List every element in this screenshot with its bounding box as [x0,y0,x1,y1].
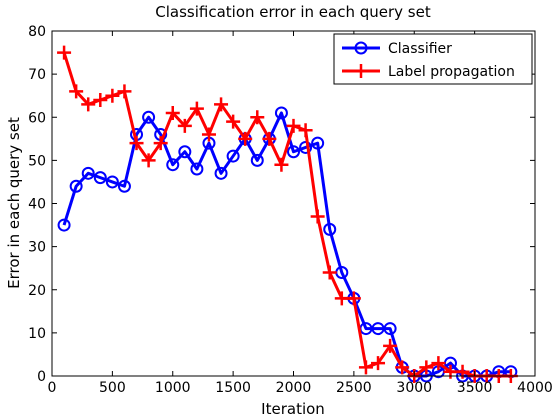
data-point-label-propagation [117,84,132,99]
legend-marker-label-propagation [354,64,368,78]
x-tick-label: 3000 [396,380,432,396]
data-point-label-propagation [214,97,229,112]
data-point-label-propagation [93,93,108,107]
data-point-label-propagation [310,209,325,224]
legend-marker-classifier [354,41,368,55]
y-tick-label: 80 [28,24,46,40]
legend-label-label-propagation: Label propagation [388,64,515,80]
data-point-label-propagation [189,101,204,116]
y-tick-label: 60 [28,110,46,126]
data-point-label-propagation [129,136,144,151]
x-tick-label: 0 [48,380,57,396]
data-point-label-propagation [177,118,192,133]
data-point-classifier [274,106,288,120]
chart-title: Classification error in each query set [155,3,431,21]
data-point-classifier [142,110,156,124]
data-point-label-propagation [419,360,434,375]
data-point-label-propagation [383,338,398,353]
data-point-label-propagation [334,291,349,306]
data-point-label-propagation [262,131,277,146]
x-tick-label: 1500 [215,380,251,396]
x-tick-label: 500 [99,380,126,396]
y-tick-label: 20 [28,283,46,299]
x-tick-label: 4000 [517,380,553,396]
data-point-label-propagation [153,136,168,151]
data-point-label-propagation [322,265,337,280]
series-line-classifier [62,111,511,378]
data-point-label-propagation [201,127,216,142]
data-point-label-propagation [69,84,84,99]
data-point-label-propagation [431,356,446,371]
y-tick-label: 50 [28,153,46,169]
data-point-label-propagation [371,356,386,371]
y-tick-label: 70 [28,67,46,83]
data-point-classifier [299,140,313,154]
data-point-classifier [226,149,240,163]
data-point-label-propagation [346,291,361,306]
series-layer [57,45,518,383]
data-point-label-propagation [298,123,313,138]
legend: Classifier Label propagation [333,33,533,85]
data-point-classifier [287,145,300,159]
legend-box [333,33,533,85]
data-point-classifier [117,179,131,193]
x-tick-label: 2500 [336,380,372,396]
x-tick-label: 1000 [155,380,191,396]
data-point-classifier [250,153,264,167]
data-point-classifier [69,179,83,193]
data-point-classifier [190,162,204,176]
plot-area [52,31,535,376]
data-point-label-propagation [105,88,120,103]
data-point-label-propagation [286,118,301,133]
y-tick-label: 0 [37,369,46,385]
data-point-label-propagation [165,105,180,120]
data-point-label-propagation [226,114,241,129]
data-point-classifier [371,322,385,336]
x-tick-label: 3500 [457,380,493,396]
y-tick-label: 10 [28,326,46,342]
y-axis-label: Error in each query set [5,117,23,289]
data-point-label-propagation [238,131,253,146]
data-point-classifier [214,166,228,180]
data-point-classifier [166,158,180,172]
data-point-classifier [178,145,192,159]
legend-item-label-propagation: Label propagation [342,64,515,80]
data-point-classifier [93,171,107,185]
y-tick-label: 30 [28,240,46,256]
data-point-classifier [311,136,325,150]
data-point-label-propagation [358,360,373,375]
data-point-classifier [81,166,95,180]
data-point-label-propagation [57,45,72,60]
x-axis-label: Iteration [261,400,325,418]
data-point-label-propagation [81,97,96,112]
data-point-label-propagation [274,157,289,172]
data-point-classifier [323,222,337,236]
ticks-layer: 0 500 1000 1500 2000 2500 3000 3500 4000 0 10 20 30 4… [28,24,553,396]
x-tick-label: 2000 [276,380,312,396]
data-point-label-propagation [395,360,410,375]
data-point-classifier [105,175,119,189]
y-tick-label: 40 [28,197,46,213]
data-point-classifier [57,218,71,232]
data-point-label-propagation [141,153,156,168]
legend-item-classifier: Classifier [342,41,452,57]
legend-label-classifier: Classifier [388,41,452,57]
data-point-classifier [383,322,397,336]
data-point-label-propagation [250,110,265,125]
